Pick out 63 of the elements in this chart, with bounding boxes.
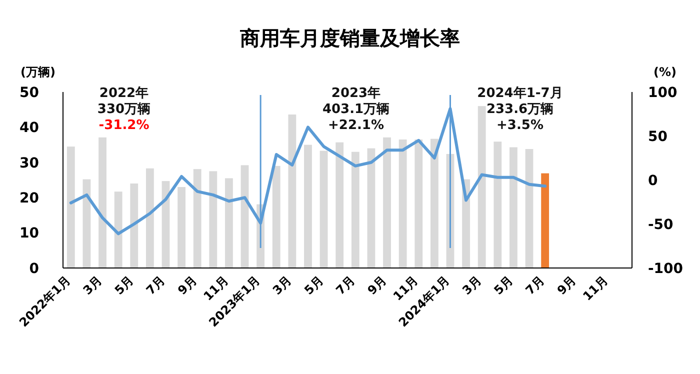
bar [114,192,122,268]
annotation: 2023年 [331,86,381,101]
bar [240,165,249,268]
chart-title: 商用车月度销量及增长率 [239,26,460,50]
bar [430,138,438,268]
x-tick-label: 5月 [112,273,136,298]
bar [82,179,91,268]
x-tick-label: 7月 [144,273,168,298]
bar [367,148,376,268]
x-tick-label: 3月 [460,273,484,298]
bar [414,140,423,268]
x-tick-label: 9月 [175,273,200,298]
bar [351,152,360,268]
y-tick-label: 50 [20,84,40,101]
x-tick-label: 9月 [554,273,579,298]
bar [225,178,233,268]
y2-tick-label: -50 [648,216,674,233]
bar [288,114,296,268]
y-axis-title: (万辆) [20,65,56,79]
bar [336,142,344,268]
x-tick-label: 9月 [364,273,390,298]
y2-axis-title: (%) [654,65,676,79]
bar [478,106,486,268]
y2-tick-label: 0 [648,172,658,189]
annotation: 2022年 [99,86,149,101]
y2-tick-label: 100 [648,84,678,101]
annotation: 330万辆 [97,102,151,117]
bar [510,147,518,268]
bar [193,169,202,268]
bar [66,146,75,268]
y-tick-label: 10 [20,226,40,242]
x-tick-label: 5月 [302,273,326,298]
bar [146,168,154,268]
bar [178,187,186,268]
bar [494,142,502,268]
y-tick-label: 20 [20,190,40,206]
annotation: 233.6万辆 [486,102,554,117]
annotation: +22.1% [328,118,384,133]
x-tick-label: 5月 [491,273,516,298]
x-tick-label: 11月 [580,273,610,304]
x-tick-label: 7月 [333,273,358,298]
y-tick-label: 30 [20,155,40,172]
bar [541,173,550,268]
bar [383,137,391,268]
bar [398,140,407,268]
y-tick-label: 0 [29,260,40,277]
annotation: +3.5% [496,118,544,133]
x-tick-label: 3月 [270,273,294,298]
bar [209,171,218,268]
bar [304,144,312,268]
bar [320,150,328,268]
y2-tick-label: -100 [648,260,684,277]
annotation: -31.2% [98,118,150,133]
y-tick-label: 40 [20,120,40,136]
bar [525,149,534,268]
annotation: 2024年1-7月 [477,86,563,101]
bar [98,137,106,268]
x-tick-label: 3月 [80,273,105,298]
y2-tick-label: 50 [648,128,668,145]
bar [130,184,138,268]
x-tick-label: 7月 [522,273,548,298]
bar [272,166,280,268]
annotation: 403.1万辆 [322,102,390,117]
